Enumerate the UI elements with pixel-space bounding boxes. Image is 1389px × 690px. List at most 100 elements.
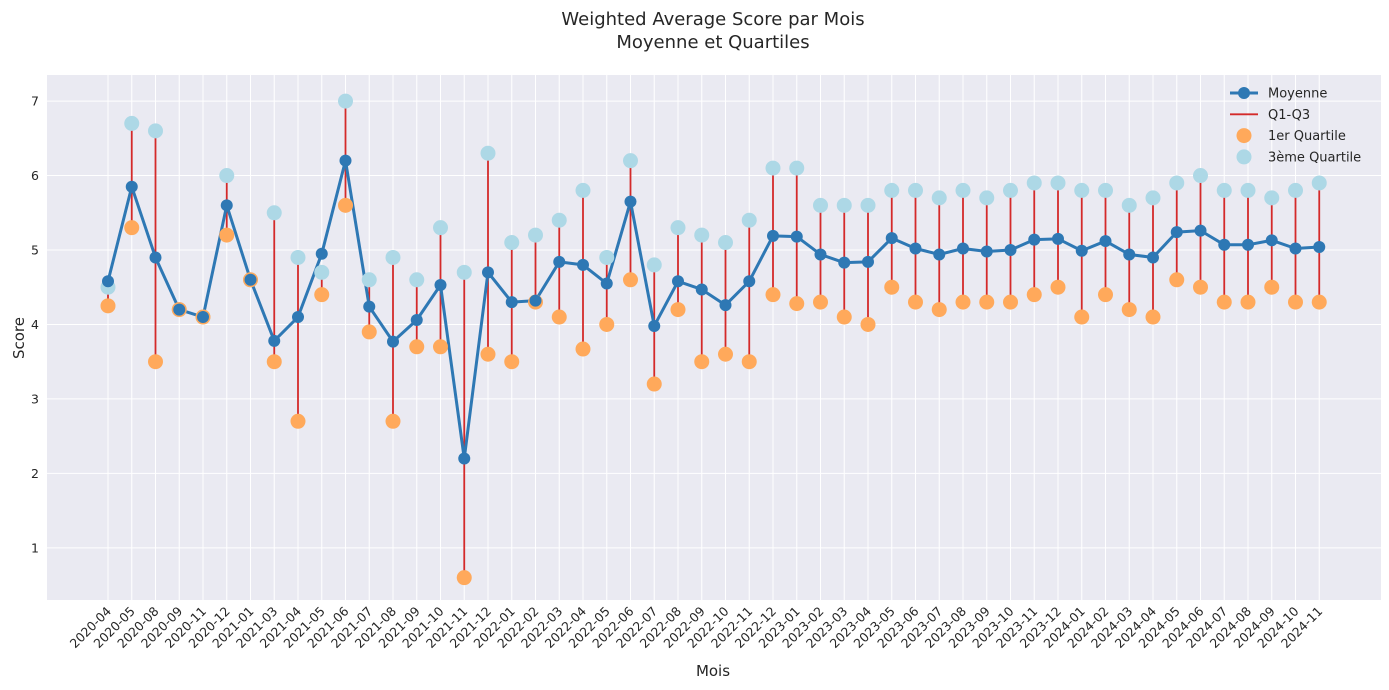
legend: Moyenne Q1-Q3 1er Quartile 3ème Quartile <box>1230 87 1361 165</box>
mean-point <box>1194 224 1207 237</box>
q3-point <box>148 123 163 139</box>
q3-point <box>266 205 282 221</box>
q1-point <box>551 309 567 325</box>
q3-point <box>694 227 710 243</box>
q3-point <box>789 160 805 176</box>
mean-point <box>1004 244 1017 256</box>
q1-point <box>314 287 330 303</box>
mean-point <box>458 452 471 465</box>
mean-point <box>1099 235 1112 248</box>
mean-point <box>885 232 898 245</box>
q3-point <box>409 272 425 288</box>
q3-point <box>1074 182 1090 198</box>
mean-point <box>1147 251 1159 264</box>
chart-subtitle: Moyenne et Quartiles <box>616 32 809 53</box>
legend-label: Moyenne <box>1268 87 1327 102</box>
q1-point <box>1193 279 1208 295</box>
q1-point <box>955 294 971 310</box>
q3-point <box>1026 175 1042 191</box>
q1-point <box>385 413 401 429</box>
mean-point <box>1028 233 1041 246</box>
q3-point <box>1240 182 1256 198</box>
q1-point <box>694 354 710 370</box>
mean-point <box>292 311 304 324</box>
q1-point <box>433 339 448 355</box>
mean-point <box>624 195 637 208</box>
q3-point <box>1121 197 1137 213</box>
q3-point <box>338 93 353 109</box>
mean-point <box>909 242 922 255</box>
q1-point <box>860 316 876 332</box>
y-tick-labels: 1 2 3 4 5 6 7 <box>31 94 39 556</box>
q3-point <box>528 227 543 243</box>
q3-point <box>670 220 686 236</box>
q1-point <box>646 376 662 392</box>
q1-point <box>1121 302 1137 318</box>
mean-point <box>1170 226 1183 239</box>
mean-point <box>577 258 589 271</box>
x-axis-title: Mois <box>696 662 730 680</box>
q3-point <box>599 249 615 265</box>
mean-point <box>1123 248 1136 261</box>
mean-point <box>1052 232 1064 245</box>
q3-point <box>979 190 995 206</box>
q3-point <box>290 249 306 265</box>
mean-point <box>672 275 684 288</box>
q3-point <box>480 145 496 161</box>
q3-point <box>955 182 971 198</box>
legend-scatter-marker <box>1236 149 1252 165</box>
mean-point <box>434 279 447 291</box>
q1-point <box>1074 309 1090 325</box>
q1-point <box>1026 287 1042 303</box>
q3-point <box>361 272 377 288</box>
q3-point <box>1311 175 1327 191</box>
q1-point <box>1098 287 1113 303</box>
mean-point <box>529 294 542 307</box>
q3-point <box>718 235 733 251</box>
mean-point <box>244 273 257 286</box>
mean-point <box>743 275 756 288</box>
q1-point <box>504 354 520 370</box>
mean-points <box>102 154 1326 465</box>
y-tick-label: 4 <box>31 317 39 332</box>
q3-point <box>433 220 448 236</box>
q3-point <box>1288 182 1303 198</box>
mean-point <box>1242 238 1254 251</box>
mean-point <box>220 199 233 212</box>
y-tick-label: 5 <box>31 243 39 258</box>
q3-point <box>931 190 947 206</box>
mean-point <box>1218 238 1231 251</box>
q1-point <box>148 354 163 370</box>
q3-point <box>314 264 330 280</box>
q1-point <box>456 570 472 586</box>
mean-point <box>980 245 993 258</box>
q1-point <box>480 346 496 362</box>
mean-point <box>600 277 613 290</box>
mean-point <box>505 296 518 309</box>
q1-point <box>979 294 995 310</box>
mean-point <box>767 229 779 242</box>
mean-point <box>102 275 114 288</box>
q1-point <box>1145 309 1161 325</box>
mean-point <box>814 248 827 261</box>
legend-label: Q1-Q3 <box>1268 108 1310 123</box>
mean-point <box>957 242 969 255</box>
q3-point <box>219 168 235 184</box>
q1-point <box>1288 294 1303 310</box>
q1-point <box>219 227 235 243</box>
q3-point <box>1169 175 1185 191</box>
legend-label: 3ème Quartile <box>1268 150 1361 165</box>
q3-point <box>1145 190 1161 206</box>
chart-title: Weighted Average Score par Mois <box>561 9 864 30</box>
mean-point <box>482 266 494 279</box>
q1-point <box>813 294 828 310</box>
q3-point <box>646 257 662 273</box>
q3-point <box>1098 182 1113 198</box>
q3-point <box>836 197 852 213</box>
y-tick-label: 7 <box>31 94 39 109</box>
mean-point <box>695 283 708 296</box>
q1-point <box>670 302 686 318</box>
q3-point <box>623 153 638 169</box>
